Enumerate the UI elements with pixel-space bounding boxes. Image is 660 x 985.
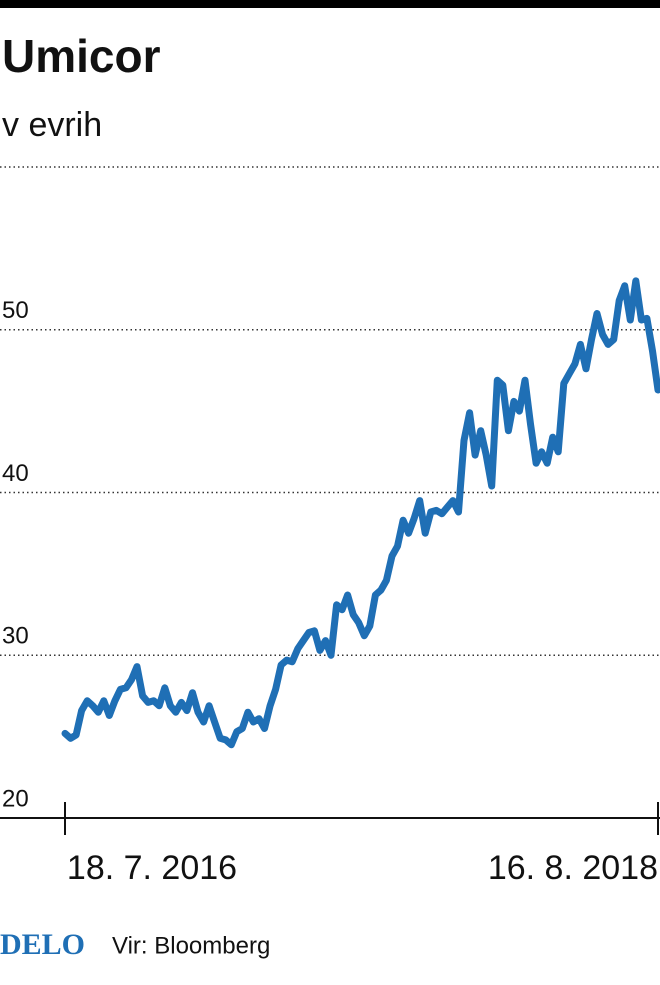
logo: DELO [0,928,85,961]
x-tick-label: 16. 8. 2018 [488,849,658,887]
x-tick-label: 18. 7. 2016 [67,849,237,887]
chart-subtitle: v evrih [2,106,102,144]
top-bar [0,0,660,8]
chart-title: Umicor [2,30,161,82]
y-tick-label: 40 [2,460,29,487]
y-tick-label: 30 [2,623,29,650]
y-tick-label: 50 [2,297,29,324]
price-line [61,277,660,749]
source: Vir: Bloomberg [112,932,270,959]
y-tick-label: 20 [2,785,29,812]
